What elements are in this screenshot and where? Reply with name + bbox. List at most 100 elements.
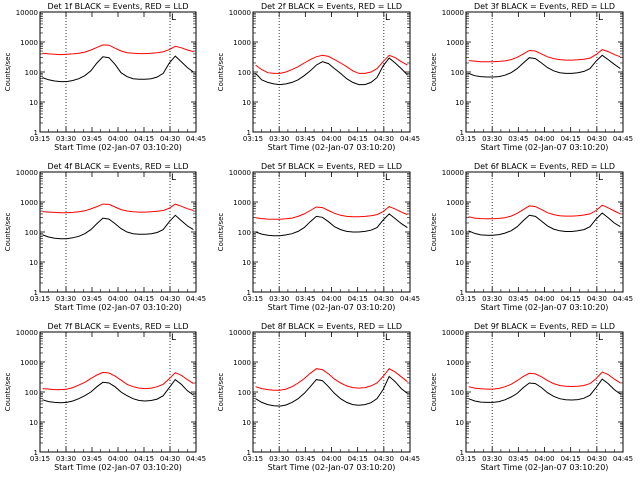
y-tick-label: 1 [460,289,464,297]
x-tick-label: 03:30 [56,295,76,303]
annotation-label: L [385,13,390,23]
x-tick-label: 03:45 [508,135,528,143]
x-tick-label: 04:15 [348,295,368,303]
x-tick-label: 04:00 [321,295,341,303]
series-line-black [255,213,408,237]
x-tick-label: 04:45 [613,455,633,463]
x-tick-label: 03:15 [456,295,476,303]
x-tick-label: 03:15 [243,135,263,143]
series-line-black [42,214,194,240]
x-tick-label: 04:45 [613,295,633,303]
y-tick-label: 1 [247,449,251,457]
x-axis-label: Start Time (02-Jan-07 03:10:20) [54,143,182,152]
chart-panel-6: Det 6f BLACK = Events, RED = LLD L 1 10 100 1… [430,162,633,312]
y-tick-label: 10000 [442,169,464,177]
chart-title: Det 7f BLACK = Events, RED = LLD [47,322,188,331]
x-tick-label: 04:00 [534,295,554,303]
y-axis-label: Counts/sec [217,53,225,92]
x-axis-label: Start Time (02-Jan-07 03:10:20) [268,303,396,312]
chart-title: Det 5f BLACK = Events, RED = LLD [261,162,402,171]
x-tick-label: 04:15 [134,135,154,143]
x-tick-label: 03:30 [56,455,76,463]
x-tick-label: 04:00 [108,295,128,303]
x-tick-label: 03:45 [82,455,102,463]
plot-frame [39,11,197,133]
y-tick-label: 10000 [229,329,251,337]
x-tick-label: 03:30 [482,455,502,463]
annotation-label: L [385,333,390,343]
y-tick-label: 10 [29,419,38,427]
y-tick-label: 1000 [446,39,464,47]
series-line-black [468,212,621,236]
x-tick-label: 04:00 [321,455,341,463]
x-tick-label: 03:45 [295,455,315,463]
x-tick-label: 04:30 [160,295,180,303]
y-tick-label: 100 [25,69,38,77]
x-tick-label: 04:30 [374,455,394,463]
y-axis-label: Counts/sec [217,373,225,412]
y-tick-label: 1000 [20,199,38,207]
x-tick-label: 04:00 [108,455,128,463]
plot-frame [252,171,411,293]
y-tick-label: 1000 [446,359,464,367]
chart-panel-4: Det 4f BLACK = Events, RED = LLD L 1 10 100 1… [4,162,206,312]
x-tick-label: 04:00 [321,135,341,143]
y-axis-label: Counts/sec [430,53,438,92]
y-axis-label: Counts/sec [217,213,225,252]
plot-frame [465,331,624,453]
y-tick-label: 10 [455,259,464,267]
x-tick-label: 04:15 [348,135,368,143]
x-tick-label: 03:15 [456,135,476,143]
series-line-red [255,206,408,220]
x-tick-label: 04:30 [374,295,394,303]
x-axis-label: Start Time (02-Jan-07 03:10:20) [481,143,609,152]
x-tick-label: 03:45 [295,295,315,303]
series-line-red [255,368,408,391]
chart-title: Det 8f BLACK = Events, RED = LLD [261,322,402,331]
x-tick-label: 04:30 [374,135,394,143]
x-tick-label: 03:30 [269,295,289,303]
y-axis-label: Counts/sec [4,373,12,412]
series-line-black [42,55,194,83]
series-line-red [42,371,194,391]
x-tick-label: 04:15 [348,455,368,463]
y-tick-label: 100 [238,229,251,237]
annotation-label: L [171,173,176,183]
y-tick-label: 100 [451,69,464,77]
plot-frame [465,171,624,293]
chart-title: Det 2f BLACK = Events, RED = LLD [261,2,402,11]
y-tick-label: 100 [238,389,251,397]
x-tick-label: 03:45 [508,295,528,303]
plot-frame [465,11,624,133]
x-tick-label: 04:00 [534,135,554,143]
y-tick-label: 10 [242,99,251,107]
x-tick-label: 04:15 [561,455,581,463]
x-tick-label: 03:15 [243,455,263,463]
chart-title: Det 9f BLACK = Events, RED = LLD [474,322,615,331]
x-tick-label: 03:15 [30,455,50,463]
x-tick-label: 04:45 [400,135,420,143]
x-tick-label: 04:15 [561,135,581,143]
chart-panel-9: Det 9f BLACK = Events, RED = LLD L 1 10 100 1… [430,322,633,472]
y-tick-label: 10000 [229,169,251,177]
x-tick-label: 04:45 [186,295,206,303]
x-tick-label: 03:45 [82,295,102,303]
chart-panel-7: Det 7f BLACK = Events, RED = LLD L 1 10 100 1… [4,322,206,472]
x-tick-label: 03:45 [508,455,528,463]
annotation-label: L [171,333,176,343]
x-tick-label: 03:30 [269,135,289,143]
y-tick-label: 1 [247,289,251,297]
chart-panel-8: Det 8f BLACK = Events, RED = LLD L 1 10 100 1… [217,322,420,472]
x-tick-label: 04:45 [400,455,420,463]
y-axis-label: Counts/sec [4,213,12,252]
chart-panel-2: Det 2f BLACK = Events, RED = LLD L 1 10 100 1… [217,2,420,152]
plot-frame [252,331,411,453]
series-line-red [255,54,408,74]
y-tick-label: 1 [34,289,38,297]
y-axis-label: Counts/sec [430,373,438,412]
y-tick-label: 10 [455,419,464,427]
x-tick-label: 04:30 [587,135,607,143]
y-tick-label: 100 [25,229,38,237]
y-tick-label: 1 [460,129,464,137]
